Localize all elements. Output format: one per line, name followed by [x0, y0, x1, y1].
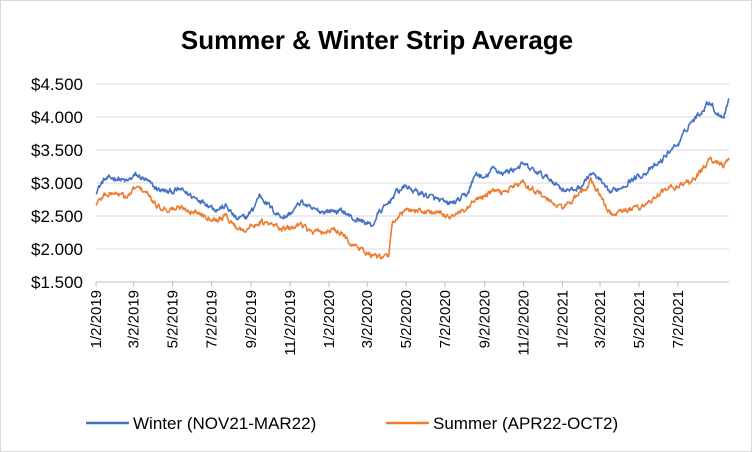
- x-tick-label: 7/2/2019: [203, 290, 220, 348]
- x-tick-label: 3/2/2021: [592, 290, 609, 348]
- series-line-summer: [95, 156, 730, 260]
- x-axis-tick-labels: 1/2/2019 3/2/2019 5/2/2019 7/2/2019 9/2/2019…: [88, 290, 687, 356]
- legend-label: Winter (NOV21-MAR22): [133, 414, 316, 433]
- x-tick-label: 11/2/2019: [282, 290, 299, 356]
- y-tick-label: $3.500: [31, 141, 83, 160]
- series-lines: [95, 98, 730, 260]
- gridlines: [96, 83, 729, 250]
- y-tick-label: $2.000: [31, 240, 83, 259]
- y-tick-label: $4.000: [31, 108, 83, 127]
- series-line-winter: [95, 98, 730, 227]
- x-tick-label: 3/2/2019: [126, 290, 143, 348]
- y-tick-label: $4.500: [31, 75, 83, 94]
- x-tick-label: 11/2/2020: [516, 290, 533, 356]
- x-tick-label: 5/2/2020: [398, 290, 415, 348]
- x-tick-label: 1/2/2019: [88, 290, 105, 348]
- x-tick-label: 1/2/2021: [554, 290, 571, 348]
- x-tick-label: 5/2/2021: [631, 290, 648, 348]
- x-tick-label: 5/2/2019: [165, 290, 182, 348]
- legend-label: Summer (APR22-OCT2): [433, 414, 618, 433]
- legend: Winter (NOV21-MAR22) Summer (APR22-OCT2): [86, 414, 618, 433]
- chart-title: Summer & Winter Strip Average: [181, 25, 573, 55]
- x-tick-label: 3/2/2020: [359, 290, 376, 348]
- x-tick-label: 9/2/2020: [477, 290, 494, 348]
- x-tick-label: 1/2/2020: [321, 290, 338, 348]
- y-tick-label: $2.500: [31, 207, 83, 226]
- x-tick-label: 7/2/2021: [670, 290, 687, 348]
- y-tick-label: $3.000: [31, 174, 83, 193]
- y-tick-label: $1.500: [31, 273, 83, 292]
- y-axis-tick-labels: $1.500 $2.000 $2.500 $3.000 $3.500 $4.000 $4.5…: [31, 75, 83, 292]
- x-axis: [95, 281, 729, 287]
- x-tick-label: 7/2/2020: [437, 290, 454, 348]
- x-tick-label: 9/2/2019: [243, 290, 260, 348]
